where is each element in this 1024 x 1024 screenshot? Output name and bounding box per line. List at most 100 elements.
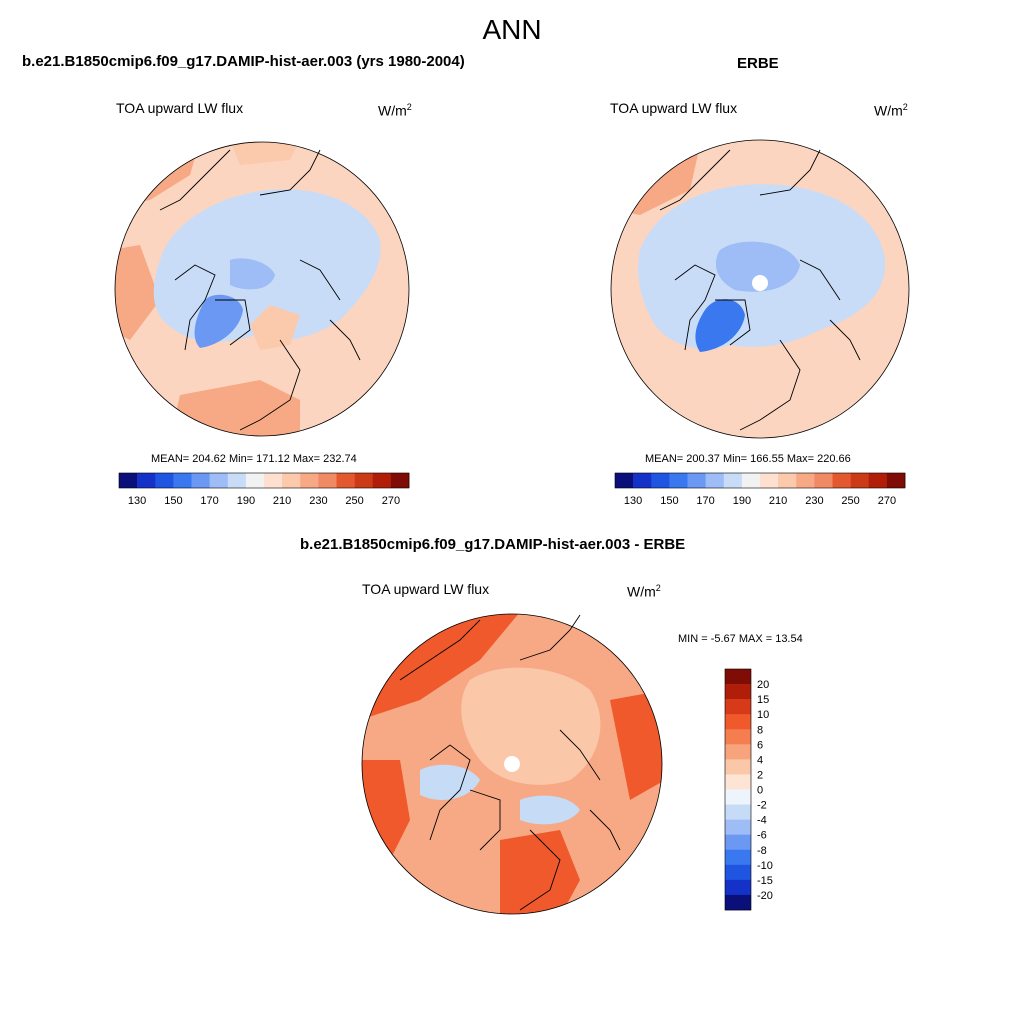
colorbar2-swatch <box>850 473 870 488</box>
colorbar1-swatch <box>227 473 247 488</box>
panel2-title: ERBE <box>737 55 779 72</box>
colorbar2-tick-label: 230 <box>805 495 823 507</box>
colorbar3-swatch <box>725 714 751 730</box>
colorbar3-tick-label: -8 <box>757 845 767 857</box>
colorbar1-tick-label: 270 <box>382 495 400 507</box>
panel3-title: b.e21.B1850cmip6.f09_g17.DAMIP-hist-aer.… <box>300 536 686 553</box>
colorbar2-tick-label: 270 <box>878 495 896 507</box>
colorbar3-tick-label: 2 <box>757 769 763 781</box>
colorbar3-swatch <box>725 759 751 775</box>
map3-coastlines <box>399 614 621 911</box>
colorbar1-swatch <box>318 473 337 488</box>
colorbar3-tick-label: -6 <box>757 830 767 842</box>
map1-warm-region-scandinavia <box>250 305 300 350</box>
colorbar1-swatch <box>119 473 138 488</box>
colorbar2-swatch <box>615 473 634 488</box>
colorbar2-swatch <box>832 473 851 488</box>
colorbar2-tick-label: 190 <box>733 495 751 507</box>
colorbar1-tick-label: 250 <box>345 495 363 507</box>
colorbar1-swatch <box>372 473 392 488</box>
map2-greenland-cold-region <box>695 299 745 352</box>
colorbar3-swatch <box>725 729 751 745</box>
colorbar2-swatch <box>778 473 797 488</box>
colorbar3-tick-label: -20 <box>757 890 773 902</box>
colorbar1-swatch <box>264 473 283 488</box>
map1-coastlines <box>159 149 361 431</box>
colorbar2-frame <box>614 472 906 489</box>
colorbar2-swatch <box>633 473 652 488</box>
colorbar3-tick-label: -4 <box>757 815 767 827</box>
panel2-units: W/m2 <box>874 102 908 119</box>
colorbar3-tick-label: 6 <box>757 739 763 751</box>
map3-pole-hole <box>504 756 520 772</box>
panel2-variable-label: TOA upward LW flux <box>610 100 738 116</box>
map1-cooler-region-center <box>230 258 275 290</box>
colorbar3-swatch <box>725 684 751 700</box>
map3-mild-region-center <box>461 667 601 785</box>
map2 <box>610 139 910 439</box>
panel2-stats: MEAN= 200.37 Min= 166.55 Max= 220.66 <box>645 453 851 465</box>
colorbar1-frame <box>118 472 410 489</box>
colorbar3-tick-label: 20 <box>757 679 769 691</box>
colorbar1-swatch <box>336 473 355 488</box>
colorbar3-swatch <box>725 864 751 881</box>
map3-border <box>361 613 663 915</box>
colorbar1-tick-label: 150 <box>164 495 182 507</box>
colorbar2-swatch <box>741 473 761 488</box>
colorbars: 130 150 170 190 210 230 250 270 130 150 170 190 210 2… <box>118 472 906 911</box>
map1-warm-region-n <box>230 142 300 165</box>
map3-hot-region-s <box>500 830 580 914</box>
colorbar2-swatch <box>760 473 779 488</box>
main-title: ANN <box>482 14 542 45</box>
panel1-units: W/m2 <box>378 102 412 119</box>
colorbar2-swatch <box>705 473 725 488</box>
colorbar1-swatch <box>173 473 192 488</box>
colorbar3-tick-label: 4 <box>757 754 763 766</box>
colorbar3-swatch <box>725 834 751 851</box>
colorbar3-tick-label: 8 <box>757 724 763 736</box>
colorbar3-swatch <box>725 744 751 760</box>
colorbar1-tick-label: 190 <box>237 495 255 507</box>
map1-warm-region-w <box>115 245 160 340</box>
colorbar3-tick-label: 10 <box>757 709 769 721</box>
colorbar1-tick-label: 210 <box>273 495 291 507</box>
colorbar2-swatch <box>669 473 688 488</box>
colorbar2-swatch <box>796 473 815 488</box>
colorbar2-swatch <box>651 473 670 488</box>
colorbar3-swatch <box>725 819 751 835</box>
colorbar1-swatch <box>390 473 410 488</box>
panel1-stats: MEAN= 204.62 Min= 171.12 Max= 232.74 <box>151 453 357 465</box>
colorbar3-tick-label: 15 <box>757 694 769 706</box>
colorbar2-swatch <box>814 473 833 488</box>
colorbar1-swatch <box>155 473 174 488</box>
panel1-title: b.e21.B1850cmip6.f09_g17.DAMIP-hist-aer.… <box>22 53 465 70</box>
colorbar3-swatch <box>725 669 751 685</box>
colorbar2-tick-label: 210 <box>769 495 787 507</box>
colorbar2-swatch <box>723 473 743 488</box>
colorbar3-tick-label: 0 <box>757 785 763 797</box>
map1-border <box>114 141 410 437</box>
colorbar2-tick-label: 130 <box>624 495 642 507</box>
colorbar2-tick-label: 150 <box>660 495 678 507</box>
colorbar1-tick-label: 170 <box>200 495 218 507</box>
colorbar2-tick-label: 250 <box>841 495 859 507</box>
colorbar3-swatch <box>725 894 751 911</box>
colorbar3-swatch <box>725 774 751 790</box>
colorbar3-tick-label: -2 <box>757 800 767 812</box>
colorbar1-swatch <box>300 473 319 488</box>
map1 <box>114 141 410 437</box>
panel3-variable-label: TOA upward LW flux <box>362 581 490 597</box>
colorbar1-tick-label: 130 <box>128 495 146 507</box>
map2-border <box>610 139 910 439</box>
colorbar1-tick-label: 230 <box>309 495 327 507</box>
colorbar1-swatch <box>282 473 301 488</box>
colorbar1-swatch <box>354 473 374 488</box>
colorbar1-swatch <box>137 473 156 488</box>
colorbar3-swatch <box>725 804 751 820</box>
map2-pole-hole <box>752 275 768 291</box>
colorbar3-tick-label: -15 <box>757 875 773 887</box>
colorbar3-swatch <box>725 699 751 715</box>
colorbar3-swatch <box>725 789 751 805</box>
colorbar1-swatch <box>245 473 265 488</box>
